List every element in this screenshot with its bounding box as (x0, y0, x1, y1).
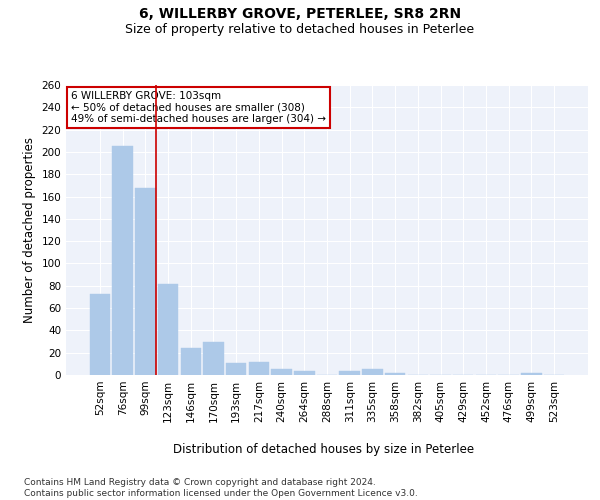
Text: 6 WILLERBY GROVE: 103sqm
← 50% of detached houses are smaller (308)
49% of semi-: 6 WILLERBY GROVE: 103sqm ← 50% of detach… (71, 91, 326, 124)
Bar (226, 362, 247, 375)
Bar (203, 342, 224, 375)
Bar (112, 146, 133, 375)
Y-axis label: Number of detached properties: Number of detached properties (23, 137, 36, 323)
Bar (362, 370, 383, 375)
Text: Contains HM Land Registry data © Crown copyright and database right 2024.
Contai: Contains HM Land Registry data © Crown c… (24, 478, 418, 498)
Bar (90, 294, 110, 375)
Text: Size of property relative to detached houses in Peterlee: Size of property relative to detached ho… (125, 22, 475, 36)
Bar (521, 373, 542, 375)
Bar (248, 362, 269, 375)
Text: Distribution of detached houses by size in Peterlee: Distribution of detached houses by size … (173, 442, 475, 456)
Text: 6, WILLERBY GROVE, PETERLEE, SR8 2RN: 6, WILLERBY GROVE, PETERLEE, SR8 2RN (139, 8, 461, 22)
Bar (294, 370, 314, 375)
Bar (385, 373, 406, 375)
Bar (271, 370, 292, 375)
Bar (158, 284, 178, 375)
Bar (135, 188, 155, 375)
Bar (181, 348, 201, 375)
Bar (340, 370, 360, 375)
